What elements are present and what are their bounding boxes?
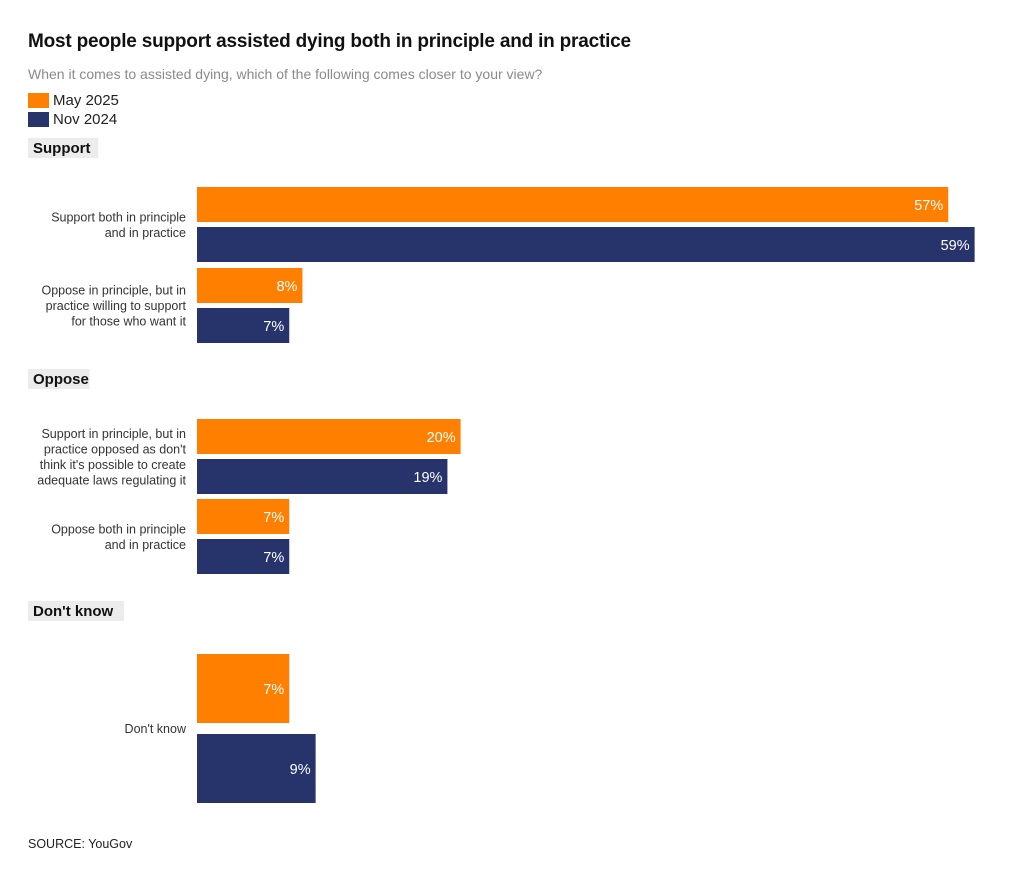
bar-value-oppose-1-nov-2024: 19% bbox=[413, 470, 442, 486]
bar-support-1-nov-2024 bbox=[197, 227, 975, 262]
chart-subtitle: When it comes to assisted dying, which o… bbox=[28, 66, 543, 82]
bar-value-don-t-know-1-nov-2024: 9% bbox=[290, 762, 311, 778]
group-header-bg-don-t-know bbox=[28, 601, 124, 621]
bar-support-1-may-2025 bbox=[197, 187, 949, 222]
category-label-support-1-line-1: Support both in principle bbox=[51, 210, 186, 224]
category-label-oppose-1-line-2: practice opposed as don't bbox=[44, 442, 187, 456]
bar-value-support-2-nov-2024: 7% bbox=[263, 319, 284, 335]
category-label-support-2-line-2: practice willing to support bbox=[46, 299, 187, 313]
legend-swatch-nov-2024 bbox=[28, 112, 49, 127]
legend-item-nov-2024: Nov 2024 bbox=[28, 110, 119, 129]
bar-oppose-2-nov-2024 bbox=[197, 539, 290, 574]
category-label-oppose-1-line-1: Support in principle, but in bbox=[41, 427, 186, 441]
group-header-don-t-know: Don't know bbox=[33, 603, 114, 620]
bar-support-2-nov-2024 bbox=[197, 308, 290, 343]
bar-value-oppose-2-may-2025: 7% bbox=[263, 510, 284, 526]
chart-title: Most people support assisted dying both … bbox=[28, 31, 631, 52]
category-label-support-2-line-3: for those who want it bbox=[71, 315, 186, 329]
group-header-bg-support bbox=[28, 138, 99, 158]
bar-value-oppose-2-nov-2024: 7% bbox=[263, 550, 284, 566]
category-label-oppose-1-line-4: adequate laws regulating it bbox=[37, 473, 186, 487]
group-header-bg-oppose bbox=[28, 369, 90, 389]
category-label-support-2-line-1: Oppose in principle, but in bbox=[41, 284, 186, 298]
legend: May 2025 Nov 2024 bbox=[28, 91, 119, 129]
bar-value-oppose-1-may-2025: 20% bbox=[427, 430, 456, 446]
bar-don-t-know-1-may-2025 bbox=[197, 654, 290, 723]
legend-label-nov-2024: Nov 2024 bbox=[53, 111, 118, 128]
category-label-don-t-know-1-line-1: Don't know bbox=[125, 722, 187, 736]
category-label-oppose-1-line-3: think it's possible to create bbox=[40, 458, 186, 472]
category-label-oppose-2-line-1: Oppose both in principle bbox=[51, 522, 186, 536]
group-header-support: Support bbox=[33, 140, 91, 157]
bar-oppose-2-may-2025 bbox=[197, 499, 290, 534]
source-note: SOURCE: YouGov bbox=[28, 837, 133, 851]
legend-swatch-may-2025 bbox=[28, 93, 49, 108]
bar-value-support-1-nov-2024: 59% bbox=[941, 238, 970, 254]
bar-value-support-2-may-2025: 8% bbox=[276, 279, 297, 295]
bar-oppose-1-nov-2024 bbox=[197, 459, 448, 494]
legend-label-may-2025: May 2025 bbox=[53, 92, 119, 109]
category-label-support-1-line-2: and in practice bbox=[105, 226, 186, 240]
bar-support-2-may-2025 bbox=[197, 268, 303, 303]
bar-value-support-1-may-2025: 57% bbox=[914, 198, 943, 214]
legend-item-may-2025: May 2025 bbox=[28, 91, 119, 110]
bar-don-t-know-1-nov-2024 bbox=[197, 734, 316, 803]
bar-value-don-t-know-1-may-2025: 7% bbox=[263, 682, 284, 698]
group-header-oppose: Oppose bbox=[33, 371, 89, 388]
category-label-oppose-2-line-2: and in practice bbox=[105, 538, 186, 552]
bar-oppose-1-may-2025 bbox=[197, 419, 461, 454]
